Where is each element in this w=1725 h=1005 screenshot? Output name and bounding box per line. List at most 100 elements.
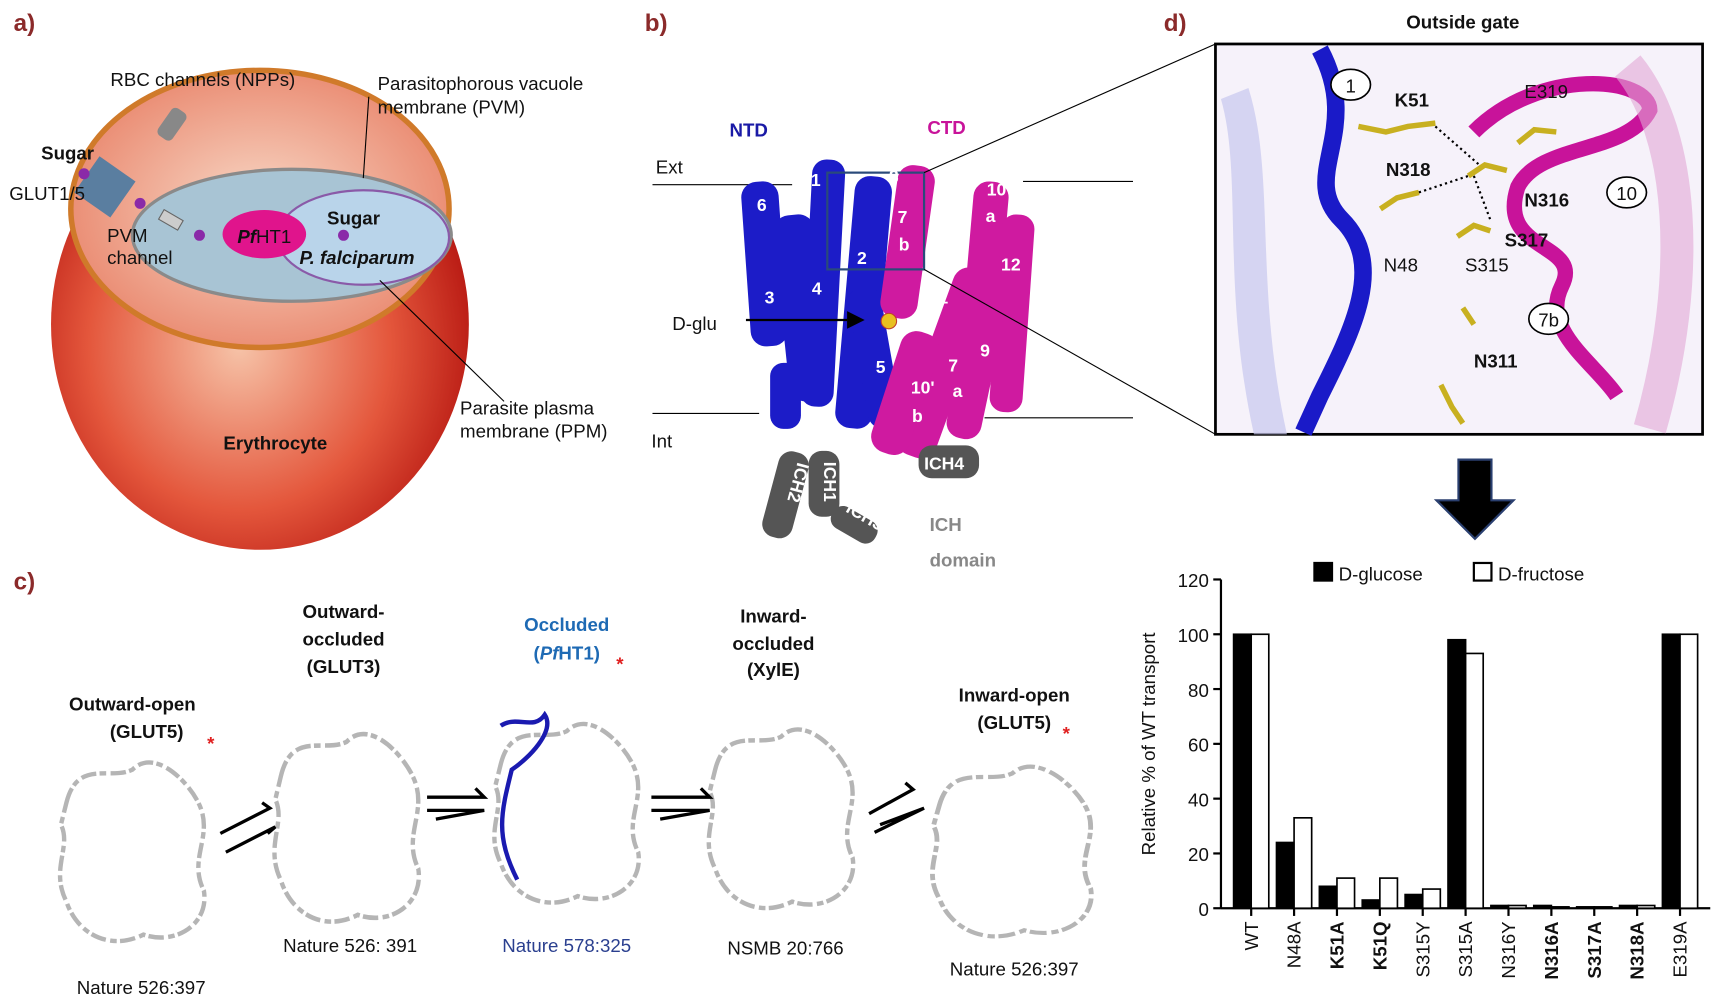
helix-label: 3 (765, 287, 775, 307)
side-chain (1438, 383, 1466, 425)
x-tick-label: S317A (1584, 921, 1605, 978)
label: RBC channels (NPPs) (110, 69, 295, 90)
zoom-frame (1214, 42, 1704, 436)
state-label: Outward- (302, 601, 384, 622)
y-tick-label: 20 (1188, 844, 1209, 865)
helix-label: 4 (812, 279, 822, 299)
helix-label: 6 (757, 195, 767, 215)
helix-label: 7 (898, 207, 908, 227)
equilibrium-arrow (219, 801, 277, 854)
label: P. falciparum (300, 247, 415, 268)
panel-label: a) (14, 10, 36, 37)
helix-label: a (953, 381, 963, 401)
helix-number: 1 (1346, 75, 1356, 96)
helix-badge (1606, 176, 1648, 209)
pvm-channel (157, 208, 184, 231)
helix-label: 7 (948, 356, 958, 376)
helix (830, 505, 878, 544)
legend-label: D-fructose (1498, 564, 1584, 585)
structure-outline-ntd (499, 710, 550, 881)
helix-label: b (899, 235, 910, 255)
legend-swatch (1313, 561, 1334, 582)
label: channel (107, 247, 172, 268)
y-tick-label: 100 (1178, 625, 1209, 646)
y-tick-label: 80 (1188, 680, 1209, 701)
label-part: Pf (540, 643, 560, 664)
x-tick-label: N318A (1627, 921, 1648, 979)
state-label: occluded (302, 628, 384, 649)
side-chain (1466, 161, 1508, 179)
bar (1618, 904, 1638, 910)
label-part: Pf (237, 226, 257, 247)
bar (1490, 904, 1510, 910)
bar (1275, 841, 1295, 910)
equilibrium-arrow (868, 781, 925, 834)
residue-label: K51 (1395, 90, 1429, 111)
bar (1361, 899, 1381, 910)
x-tick-label: S315Y (1412, 921, 1433, 978)
x-tick-label: N48A (1284, 921, 1305, 968)
state-label: occluded (732, 633, 814, 654)
helix-label: 8 (889, 167, 899, 187)
label-part: HT1) (558, 643, 600, 664)
state-label: (PfHT1) (533, 643, 599, 664)
background-helix (1220, 87, 1287, 435)
zoom-line (923, 268, 1216, 435)
bar (1421, 888, 1442, 910)
hydrogen-bond (1418, 125, 1492, 221)
helix (880, 165, 935, 319)
bar-chart: 0 20 40 60 80 100 120 Relative % of WT transpor… (1138, 561, 1711, 980)
bar (1232, 633, 1253, 910)
helix-label: a (986, 206, 996, 226)
y-axis-label: Relative % of WT transport (1138, 632, 1159, 856)
legend-swatch (1472, 561, 1493, 582)
helix-label: b (912, 406, 923, 426)
helix (989, 214, 1035, 413)
x-tick-label: N316Y (1498, 921, 1519, 979)
equilibrium-arrows (219, 781, 925, 854)
helix (871, 331, 940, 456)
asterisk: * (207, 733, 215, 754)
helix-label: 10' (911, 378, 935, 398)
panel-label: c) (14, 568, 36, 595)
side-chain (1357, 120, 1436, 135)
helix (770, 362, 801, 429)
helix-number: 7b (1538, 310, 1559, 331)
helix-number: 10 (1616, 183, 1637, 204)
label: D-glu (672, 313, 717, 334)
label: CTD (927, 117, 965, 138)
residue-label: S317 (1505, 229, 1549, 250)
helix (808, 450, 840, 517)
arrow-head (847, 311, 865, 329)
glut-channel (74, 156, 136, 218)
reference: Nature 578:325 (502, 935, 631, 956)
y-tick-label: 40 (1188, 789, 1209, 810)
helix-label: 11 (930, 287, 949, 307)
ctd-helices (871, 165, 1035, 459)
label: ICH (930, 514, 962, 535)
label: Erythrocyte (223, 433, 327, 454)
bar (1636, 904, 1656, 910)
equilibrium-arrow (651, 787, 714, 821)
bar (1464, 652, 1485, 910)
reference: Nature 526:397 (950, 958, 1079, 979)
state-label: Occluded (524, 614, 609, 635)
reference: Nature 526:397 (77, 977, 206, 998)
sugar-molecule (338, 229, 350, 241)
label: Parasite plasma (460, 398, 595, 419)
bar (1507, 904, 1527, 910)
label-part: HT1 (256, 226, 291, 247)
reference: NSMB 20:766 (727, 937, 843, 958)
residue-label: E319 (1524, 81, 1568, 102)
equilibrium-arrow (427, 787, 489, 821)
bar (1550, 906, 1570, 910)
x-tick-label: K51A (1327, 921, 1348, 969)
side-chain (1455, 222, 1492, 239)
y-tick-label: 60 (1188, 735, 1209, 756)
label: PfHT1 (237, 226, 291, 247)
helix-label: ICH1 (820, 462, 840, 502)
state-label: (XylE) (747, 659, 800, 680)
label: Sugar (327, 207, 380, 228)
label: GLUT1/5 (9, 183, 85, 204)
